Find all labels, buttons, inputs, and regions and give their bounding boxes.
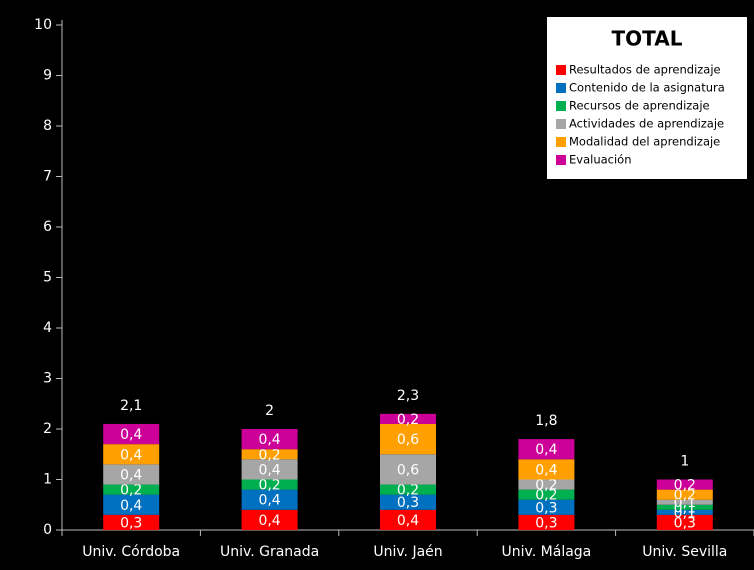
segment-label: 0,3 [120, 515, 142, 531]
segment-label: 0,4 [258, 493, 280, 509]
y-tick-label: 8 [43, 118, 52, 134]
y-tick-label: 4 [43, 320, 52, 336]
bar-segment [656, 489, 713, 500]
bar-segment [241, 459, 298, 480]
bar-segment [380, 484, 436, 495]
x-tick-label: Univ. Jaén [373, 544, 442, 560]
y-tick-label: 6 [43, 219, 52, 235]
legend-swatch [556, 83, 566, 93]
x-tick-label: Univ. Granada [220, 544, 319, 560]
bar-segment [656, 504, 713, 510]
total-label: 2,1 [120, 398, 142, 414]
bar-segment [656, 514, 713, 530]
bar-segment [656, 509, 713, 515]
bar-segment [518, 459, 575, 480]
legend-swatch [556, 137, 566, 147]
segment-label: 0,4 [120, 427, 142, 443]
segment-label: 0,2 [258, 478, 280, 494]
segment-label: 0,6 [397, 462, 419, 478]
legend-label: Resultados de aprendizaje [569, 63, 721, 77]
segment-label: 0,3 [535, 515, 557, 531]
y-tick-label: 7 [43, 169, 52, 185]
legend-swatch [556, 119, 566, 129]
bar-segment [380, 509, 436, 530]
segment-label: 0,4 [535, 462, 557, 478]
segment-label: 0,4 [120, 447, 142, 463]
segment-label: 0,2 [674, 488, 696, 504]
total-label: 1 [680, 454, 689, 470]
bar-segment [241, 509, 298, 530]
segment-label: 0,4 [535, 442, 557, 458]
segment-label: 0,4 [397, 513, 419, 529]
segment-label: 0,4 [258, 462, 280, 478]
legend-swatch [556, 101, 566, 111]
bar-segment [380, 454, 436, 485]
legend-label: Contenido de la asignatura [569, 81, 725, 95]
segment-label: 0,2 [258, 447, 280, 463]
legend-swatch [556, 65, 566, 75]
segment-label: 0,2 [674, 478, 696, 494]
segment-label: 0,2 [535, 488, 557, 504]
y-tick-label: 1 [43, 472, 52, 488]
y-tick-label: 2 [43, 421, 52, 437]
bar-segment [518, 489, 575, 500]
x-tick-label: Univ. Málaga [502, 544, 592, 560]
bar-segment [241, 429, 298, 450]
bar-segment [241, 479, 298, 490]
bar-segment [518, 514, 575, 530]
legend-label: Actividades de aprendizaje [569, 117, 724, 131]
bar-segment [380, 423, 436, 455]
segment-label: 0,3 [535, 500, 557, 516]
segment-label: 0,2 [535, 478, 557, 494]
x-tick-label: Univ. Sevilla [642, 544, 727, 560]
y-tick-label: 3 [43, 371, 52, 387]
bar-segment [380, 494, 436, 510]
segment-label: 0,2 [397, 483, 419, 499]
y-tick-label: 0 [43, 522, 52, 538]
legend-label: Evaluación [569, 153, 632, 167]
bar-segment [103, 484, 160, 495]
y-tick-label: 5 [43, 270, 52, 286]
segment-label: 0,3 [397, 495, 419, 511]
bar-segment [103, 423, 160, 445]
segment-label: 0,6 [397, 432, 419, 448]
total-label: 2 [265, 403, 274, 419]
bar-segment [103, 444, 160, 465]
bar-segment [518, 499, 575, 515]
segment-label: 0,4 [258, 513, 280, 529]
segment-label: 0,2 [397, 412, 419, 428]
bar-segment [103, 514, 160, 530]
bar-segment [103, 494, 160, 515]
segment-label: 0,3 [674, 515, 696, 531]
bar-segment [241, 449, 298, 460]
segment-label: 0,4 [120, 498, 142, 514]
segment-label: 0,4 [120, 467, 142, 483]
bar-segment [241, 489, 298, 510]
bar-segment [380, 413, 436, 424]
total-label: 1,8 [535, 413, 557, 429]
segment-label: 0,2 [120, 483, 142, 499]
x-tick-label: Univ. Córdoba [82, 544, 180, 560]
segment-label: 0,4 [258, 432, 280, 448]
legend-label: Modalidad del aprendizaje [569, 135, 720, 149]
bar-segment [103, 464, 160, 485]
chart-title: TOTAL [612, 27, 683, 51]
bar-segment [518, 479, 575, 490]
legend-box [545, 15, 749, 181]
total-label: 2,3 [397, 388, 419, 404]
bar-segment [518, 439, 575, 460]
y-tick-label: 9 [43, 68, 52, 84]
bar-segment [656, 499, 713, 505]
legend-swatch [556, 155, 566, 165]
bar-segment [656, 479, 713, 490]
y-tick-label: 10 [34, 17, 52, 33]
legend-label: Recursos de aprendizaje [569, 99, 710, 113]
